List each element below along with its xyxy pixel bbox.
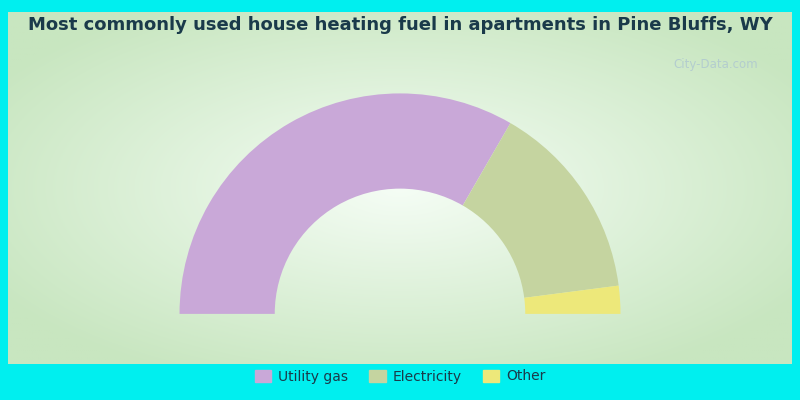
- Wedge shape: [462, 123, 618, 298]
- Text: Most commonly used house heating fuel in apartments in Pine Bluffs, WY: Most commonly used house heating fuel in…: [28, 16, 772, 34]
- Wedge shape: [179, 94, 510, 314]
- Wedge shape: [524, 286, 621, 314]
- Legend: Utility gas, Electricity, Other: Utility gas, Electricity, Other: [249, 364, 551, 389]
- Text: City-Data.com: City-Data.com: [674, 58, 758, 71]
